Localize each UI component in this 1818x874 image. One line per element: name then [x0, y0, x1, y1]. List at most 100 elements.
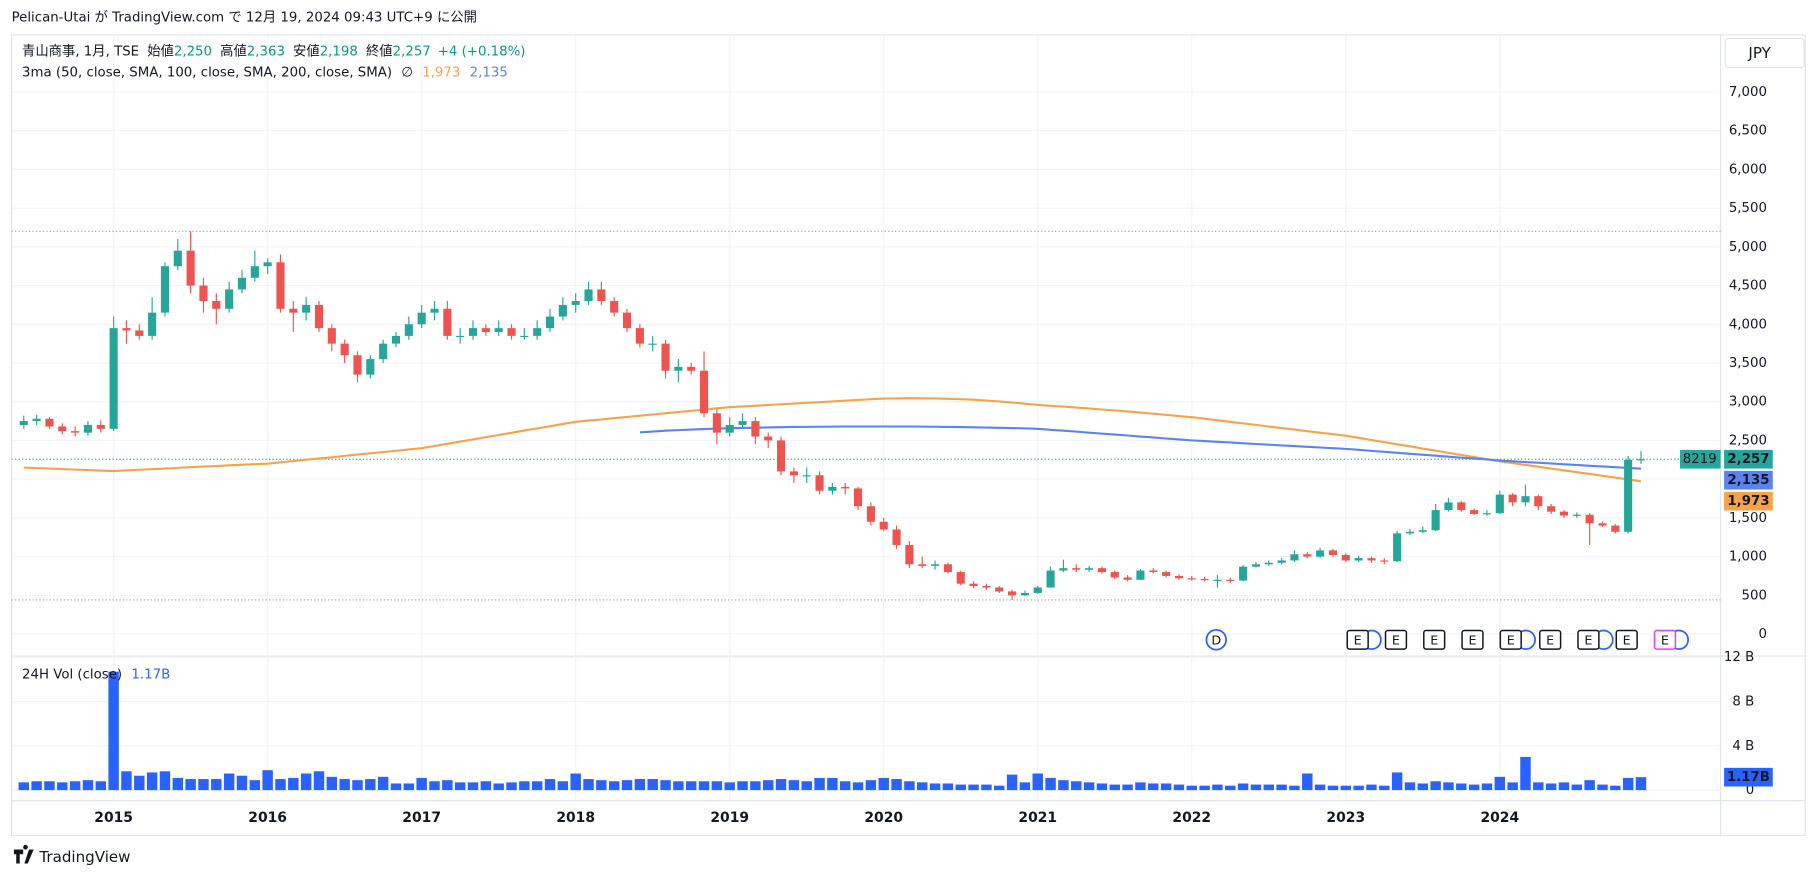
volume-bar — [1353, 785, 1364, 791]
candle-body — [327, 328, 336, 344]
volume-bar — [18, 782, 29, 791]
volume-bar — [775, 779, 787, 791]
earnings-marker — [1538, 629, 1562, 650]
legend-item: 2,198 — [320, 44, 358, 59]
volume-bar — [1173, 784, 1185, 791]
candle-body — [1213, 579, 1222, 581]
volume-bar — [1417, 783, 1429, 791]
event-label: E — [1468, 633, 1476, 648]
volume-bar — [429, 781, 440, 791]
candle-body — [1072, 568, 1081, 570]
y-tick-label: 3,500 — [1729, 356, 1767, 371]
volume-bar — [1160, 783, 1172, 791]
candle-body — [1187, 578, 1196, 580]
ma-badge-label: 1,973 — [1727, 494, 1769, 509]
earnings-marker — [1577, 629, 1600, 650]
x-tick-label: 2018 — [556, 810, 595, 826]
candle-body — [635, 328, 644, 344]
moving-average-line — [23, 397, 1642, 483]
candle-body — [391, 335, 401, 344]
legend-item: 24H Vol (close) — [22, 668, 122, 683]
candle-body — [1508, 494, 1517, 503]
price-legend: 青山商事, 1月, TSE 始値2,250 高値2,363 安値2,198 終値2,25… — [22, 42, 525, 59]
candle-body — [712, 413, 721, 433]
volume-bar — [1545, 783, 1557, 791]
candle-body — [1136, 570, 1145, 580]
candle-body — [1162, 572, 1171, 576]
volume-bar — [339, 779, 350, 791]
earnings-marker — [1499, 629, 1522, 650]
candle-body — [430, 308, 439, 313]
volume-bar — [968, 784, 979, 791]
volume-bar — [493, 783, 504, 791]
candle-body — [1444, 502, 1453, 511]
event-label: E — [1661, 633, 1669, 648]
candle-body — [186, 250, 195, 286]
candle-body — [1328, 550, 1338, 556]
volume-bar — [1276, 784, 1287, 791]
candle-body — [545, 316, 555, 329]
volume-bar — [737, 781, 748, 791]
candle-body — [687, 366, 696, 371]
y-tick-label: 4,000 — [1729, 317, 1767, 332]
volume-bar — [1148, 783, 1159, 791]
volume-bar — [288, 777, 299, 791]
candle-body — [135, 330, 144, 336]
candle-body — [468, 328, 478, 336]
volume-bar — [711, 781, 723, 791]
y-tick-label: 0 — [1759, 627, 1767, 642]
candle-body — [1303, 554, 1312, 557]
volume-bar — [557, 781, 569, 791]
volume-bar — [198, 779, 209, 791]
candle-body — [1367, 558, 1376, 561]
candle-body — [1457, 502, 1466, 511]
volume-bar — [942, 783, 954, 791]
volume-bar — [1340, 785, 1352, 791]
candle-body — [931, 564, 940, 566]
candle-body — [212, 301, 221, 309]
candle-body — [1572, 514, 1581, 516]
volume-bar — [673, 781, 684, 791]
candle-body — [943, 564, 952, 573]
volume-bar — [134, 775, 145, 791]
candle-body — [866, 506, 875, 522]
candle-body — [969, 583, 978, 586]
volume-bar — [1186, 785, 1197, 791]
candle-body — [776, 440, 786, 472]
volume-bar — [1058, 780, 1069, 791]
volume-bar — [840, 781, 851, 791]
volume-bar — [685, 781, 697, 791]
candle-body — [340, 343, 349, 356]
candle-body — [1636, 459, 1646, 461]
volume-bar — [377, 776, 389, 791]
candle-body — [956, 572, 965, 584]
volume-bar — [236, 775, 248, 791]
volume-bar — [403, 783, 415, 791]
y-tick-label: 7,000 — [1729, 85, 1767, 100]
volume-bar — [1225, 785, 1236, 791]
candle-body — [1547, 506, 1556, 512]
ma-badge — [1724, 491, 1773, 511]
candle-body — [584, 289, 593, 302]
volume-bar — [1571, 784, 1583, 791]
candle-body — [1354, 558, 1363, 561]
currency-box[interactable] — [1724, 37, 1805, 69]
volume-bar — [750, 781, 761, 791]
currency[interactable]: JPY — [1747, 44, 1771, 62]
candle-body — [366, 359, 375, 375]
volume-bar — [1019, 782, 1031, 791]
candle-body — [19, 421, 28, 425]
volume-bar — [506, 782, 517, 791]
grid — [11, 34, 1721, 801]
candle-body — [1290, 554, 1299, 561]
volume-bar — [788, 780, 800, 791]
volume-bar — [1237, 783, 1249, 791]
earnings-marker — [1346, 629, 1369, 650]
candle-body — [892, 529, 901, 545]
y-tick-label: 5,000 — [1729, 240, 1767, 255]
candle-body — [160, 266, 170, 313]
volume-bar — [146, 772, 158, 791]
candle-body — [571, 301, 580, 305]
volume-bar — [1520, 756, 1531, 791]
volume-bar — [852, 782, 864, 791]
